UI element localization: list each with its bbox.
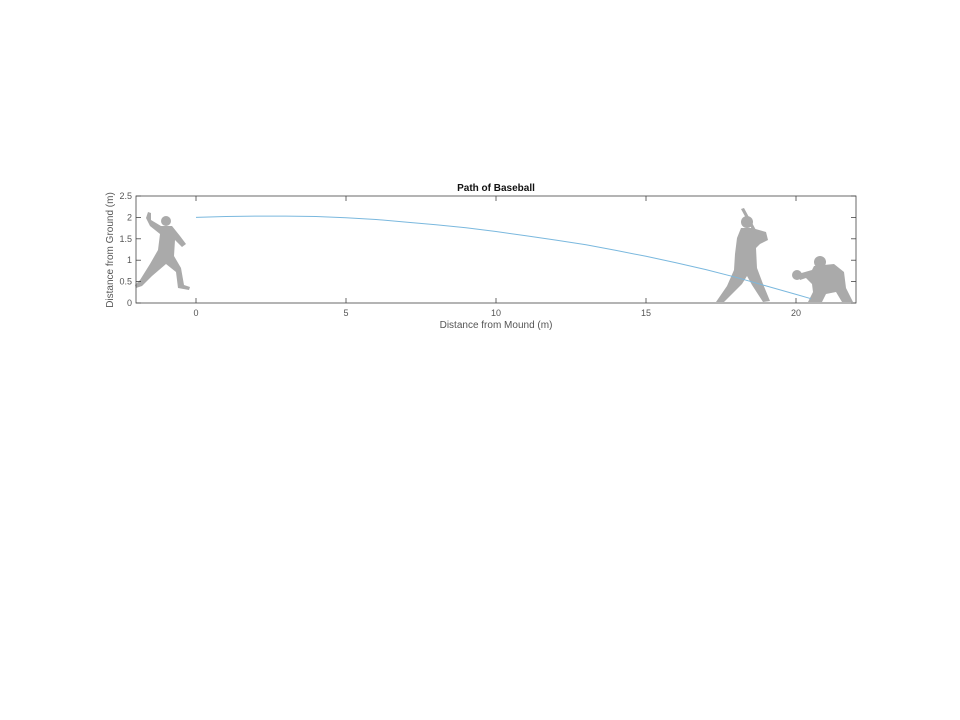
- chart-title: Path of Baseball: [457, 183, 535, 194]
- x-tick-label: 15: [641, 308, 651, 318]
- player-silhouettes: [135, 208, 853, 302]
- y-tick-label: 1: [127, 255, 132, 265]
- y-axis-label: Distance from Ground (m): [105, 192, 116, 308]
- y-tick-label: 2.5: [119, 191, 132, 201]
- y-tick-label: 1.5: [119, 234, 132, 244]
- y-tick-label: 0.5: [119, 277, 132, 287]
- tick-labels: 0 5 10 15 20 0 0.5 1 1.5 2 2.5: [119, 191, 801, 318]
- y-tick-label: 2: [127, 212, 132, 222]
- baseball-path-line: [195, 215, 812, 300]
- plot-axes: [135, 195, 857, 304]
- x-tick-label: 0: [193, 308, 198, 318]
- x-axis-label: Distance from Mound (m): [440, 320, 553, 331]
- x-tick-label: 5: [343, 308, 348, 318]
- batter-silhouette-icon: [716, 208, 770, 302]
- x-tick-label: 10: [491, 308, 501, 318]
- x-tick-label: 20: [791, 308, 801, 318]
- catcher-silhouette-icon: [792, 256, 853, 302]
- pitcher-silhouette-icon: [135, 212, 190, 290]
- y-tick-label: 0: [127, 298, 132, 308]
